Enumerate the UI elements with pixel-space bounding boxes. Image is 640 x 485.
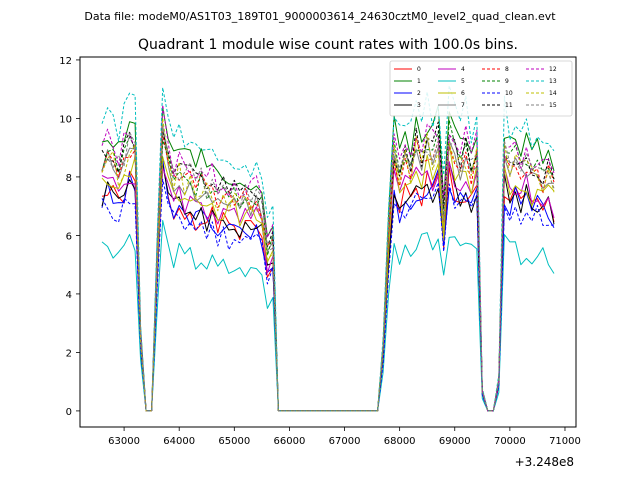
series-line-4 xyxy=(101,161,555,412)
x-tick-label: 63000 xyxy=(108,436,140,447)
legend-label-3: 3 xyxy=(417,102,421,109)
chart-suptitle: Data file: modeM0/AS1T03_189T01_90000036… xyxy=(84,10,556,23)
legend-label-13: 13 xyxy=(549,78,557,85)
legend-label-7: 7 xyxy=(461,102,465,109)
series-line-10 xyxy=(101,178,555,412)
y-tick-label: 8 xyxy=(66,173,72,184)
series-line-8 xyxy=(101,134,555,412)
y-tick-label: 2 xyxy=(66,348,72,359)
x-tick-label: 68000 xyxy=(384,436,416,447)
series-line-2 xyxy=(101,159,555,412)
y-tick-label: 12 xyxy=(59,56,72,67)
chart-title: Quadrant 1 module wise count rates with … xyxy=(138,37,518,53)
y-axis: 0 2 4 6 8 10 12 xyxy=(59,56,80,418)
series-line-13 xyxy=(101,85,555,412)
series-line-15 xyxy=(101,125,555,412)
series-line-0 xyxy=(101,160,555,412)
legend-label-6: 6 xyxy=(461,90,465,97)
y-tick-label: 0 xyxy=(66,407,72,418)
y-tick-label: 10 xyxy=(59,114,72,125)
plot-lines xyxy=(101,85,555,412)
x-tick-label: 64000 xyxy=(163,436,195,447)
plot-frame xyxy=(79,56,577,428)
legend-label-4: 4 xyxy=(461,66,465,73)
legend-label-0: 0 xyxy=(417,66,421,73)
legend-frame xyxy=(389,60,573,117)
legend-label-5: 5 xyxy=(461,78,465,85)
legend-label-11: 11 xyxy=(505,102,513,109)
x-offset-label: +3.248e8 xyxy=(515,455,574,469)
x-axis: 63000 64000 65000 66000 67000 68000 69000 70000… xyxy=(108,427,581,447)
x-tick-label: 66000 xyxy=(274,436,306,447)
legend-label-9: 9 xyxy=(505,78,509,85)
legend-label-1: 1 xyxy=(417,78,421,85)
legend-label-14: 14 xyxy=(549,90,557,97)
legend-label-8: 8 xyxy=(505,66,509,73)
series-line-9 xyxy=(101,119,555,412)
legend-label-10: 10 xyxy=(505,90,513,97)
series-line-6 xyxy=(101,142,555,412)
y-tick-label: 6 xyxy=(66,231,72,242)
y-tick-label: 4 xyxy=(66,290,72,301)
x-tick-label: 71000 xyxy=(549,436,581,447)
series-line-5 xyxy=(101,220,555,412)
legend-label-2: 2 xyxy=(417,90,421,97)
x-tick-label: 67000 xyxy=(329,436,361,447)
x-tick-label: 70000 xyxy=(494,436,526,447)
legend-label-12: 12 xyxy=(549,66,557,73)
series-line-3 xyxy=(101,161,555,412)
x-tick-label: 65000 xyxy=(218,436,250,447)
legend-label-15: 15 xyxy=(549,102,557,109)
x-tick-label: 69000 xyxy=(439,436,471,447)
series-line-12 xyxy=(101,104,555,412)
